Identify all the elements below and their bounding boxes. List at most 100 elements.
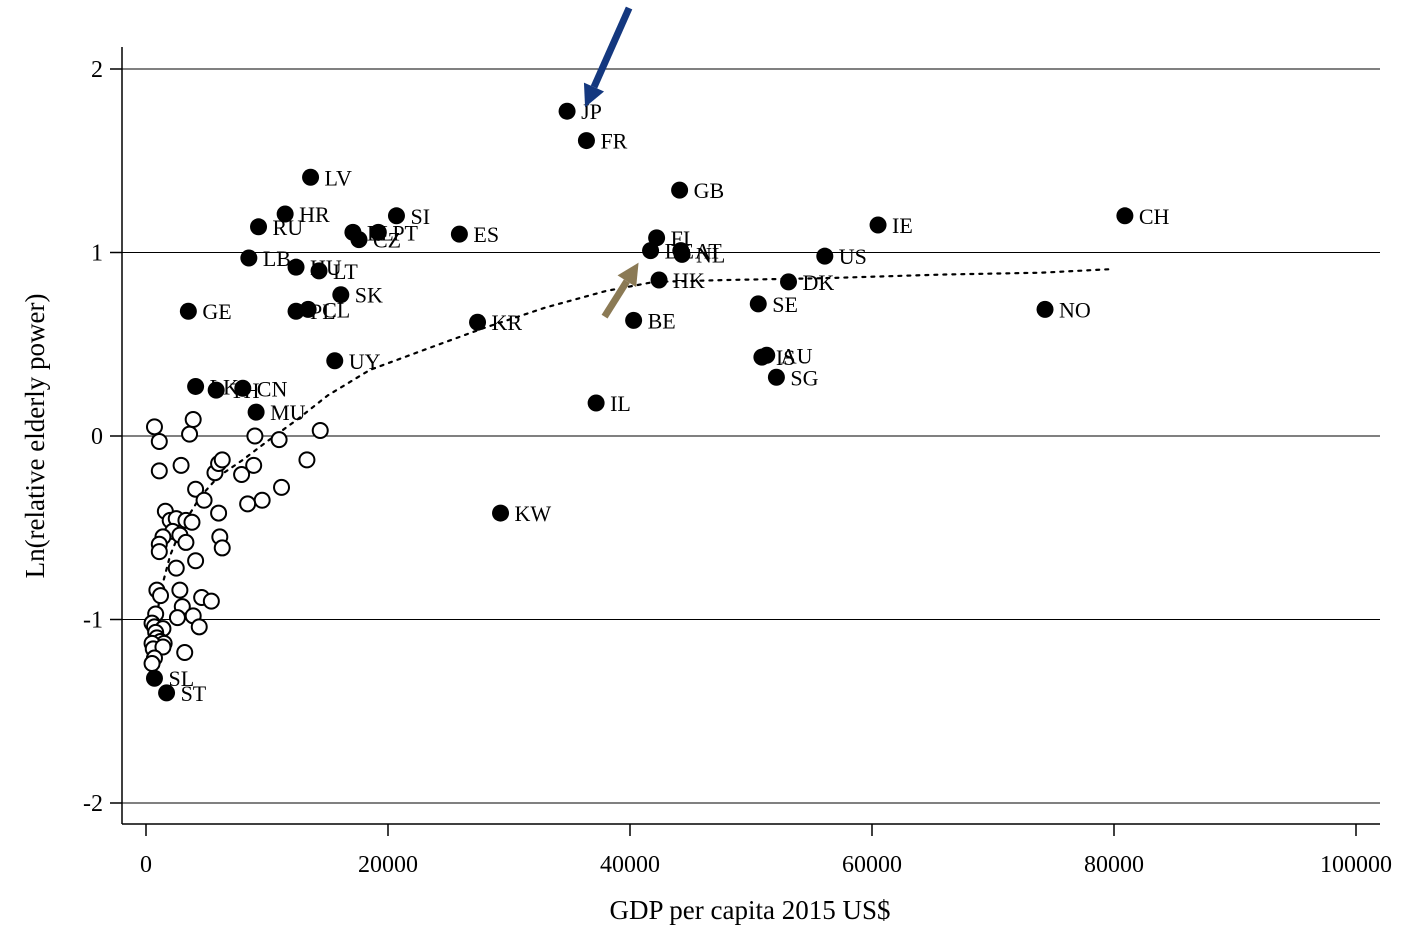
y-tick-label: 0 (91, 424, 103, 450)
filled-point (310, 262, 328, 280)
filled-point (869, 216, 887, 234)
point-label: CL (322, 297, 350, 322)
filled-point (749, 295, 767, 313)
filled-point (558, 102, 576, 120)
open-point (152, 587, 170, 605)
filled-point (469, 313, 487, 331)
x-tick-label: 40000 (600, 852, 660, 878)
open-point (190, 618, 208, 636)
y-tick-label: 1 (91, 241, 103, 267)
filled-point (332, 286, 350, 304)
filled-point (287, 258, 305, 276)
tick-layer: -2 -1 0 1 2 0 20000 40000 60000 80000 100000 (83, 57, 1392, 878)
filled-point (780, 273, 798, 291)
point-label: AU (781, 343, 813, 368)
point-label: IE (892, 213, 913, 238)
point-label: CH (1139, 204, 1170, 229)
arrows-layer (583, 6, 639, 319)
annotation-arrow-head (583, 82, 605, 108)
open-point (311, 421, 329, 439)
point-label: SK (355, 283, 383, 308)
filled-point (642, 242, 660, 260)
open-point (168, 609, 186, 627)
filled-point (145, 669, 163, 687)
open-point (145, 418, 163, 436)
point-label: LB (263, 246, 291, 271)
open-point (270, 431, 288, 449)
point-label: PL (310, 299, 336, 324)
open-point (187, 480, 205, 498)
point-label: SE (772, 292, 798, 317)
point-label: RU (273, 215, 304, 240)
point-label: SG (790, 365, 818, 390)
filled-point (816, 247, 834, 265)
point-label: IS (776, 345, 796, 370)
y-tick-label: -2 (83, 791, 103, 817)
open-point (176, 644, 194, 662)
point-label: ST (181, 681, 207, 706)
filled-point (250, 218, 268, 236)
open-point (298, 451, 316, 469)
point-label: HU (310, 255, 342, 280)
filled-point (673, 245, 691, 263)
point-label: UY (349, 349, 381, 374)
point-label: JP (581, 99, 602, 124)
open-point (210, 504, 228, 522)
point-label: PT (392, 220, 418, 245)
open-point (150, 543, 168, 561)
y-tick-label: 2 (91, 57, 103, 83)
open-point (246, 427, 264, 445)
point-label: HR (299, 202, 330, 227)
open-point (181, 425, 199, 443)
point-label: ES (473, 222, 499, 247)
filled-point (302, 168, 320, 186)
filled-point (326, 352, 344, 370)
filled-point (650, 271, 668, 289)
point-label: LV (325, 165, 352, 190)
open-point (150, 462, 168, 480)
point-label: LT (333, 259, 358, 284)
filled-point (247, 403, 265, 421)
open-point (167, 559, 185, 577)
open-point (213, 539, 231, 557)
filled-point (276, 205, 294, 223)
filled-point (625, 311, 643, 329)
filled-point (587, 394, 605, 412)
point-label: CN (257, 376, 288, 401)
open-point (184, 410, 202, 428)
filled-point (753, 348, 771, 366)
gridlines (122, 68, 1380, 804)
filled-point (450, 225, 468, 243)
filled-point (1036, 300, 1054, 318)
filled-point (187, 377, 205, 395)
annotation-arrow-shaft (601, 279, 630, 319)
x-tick-label: 0 (140, 852, 152, 878)
filled-point (671, 181, 689, 199)
x-axis-title: GDP per capita 2015 US$ (610, 895, 891, 925)
filled-point (234, 379, 252, 397)
filled-point (648, 229, 666, 247)
filled-point (299, 300, 317, 318)
point-label: GE (202, 299, 231, 324)
open-point (183, 513, 201, 531)
open-point (143, 655, 161, 673)
filled-point (179, 302, 197, 320)
point-label: NO (1059, 297, 1091, 322)
x-tick-label: 100000 (1320, 852, 1392, 878)
point-label: CZ (373, 228, 401, 253)
open-point (172, 456, 190, 474)
filled-point (1116, 207, 1134, 225)
open-point (187, 552, 205, 570)
annotation-arrow-head (617, 262, 639, 288)
point-label: LK (210, 374, 239, 399)
filled-point (492, 504, 510, 522)
open-point (273, 478, 291, 496)
filled-point (158, 684, 176, 702)
open-point (213, 451, 231, 469)
x-tick-label: 20000 (358, 852, 418, 878)
point-label: AT (695, 239, 722, 264)
open-point (150, 433, 168, 451)
point-label: FI (671, 226, 691, 251)
filled-point (207, 381, 225, 399)
